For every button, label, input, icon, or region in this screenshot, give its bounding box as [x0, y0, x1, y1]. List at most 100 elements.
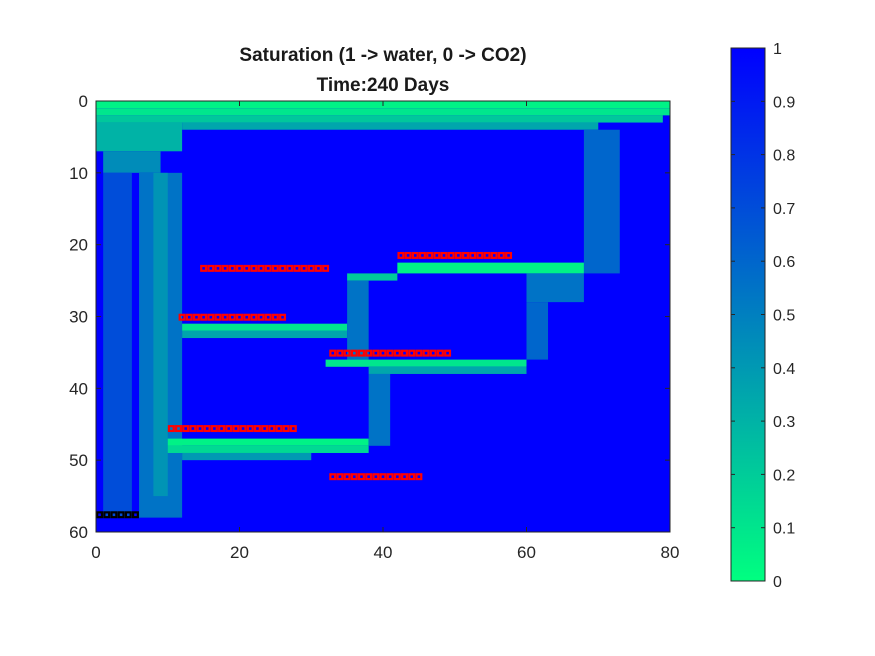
well-cell-marker — [393, 349, 401, 357]
well-cell-marker — [497, 251, 505, 259]
well-cell-marker — [236, 264, 243, 272]
well-cell-marker — [307, 264, 315, 272]
well-cell-marker — [203, 425, 211, 433]
well-cell-marker — [429, 349, 437, 357]
well-cell-marker — [436, 349, 444, 357]
well-cell-marker — [221, 264, 229, 272]
well-cell-marker — [228, 264, 236, 272]
heatmap-region-18 — [167, 438, 369, 446]
well-cell-marker — [386, 349, 394, 357]
well-cell-marker — [408, 473, 416, 481]
well-cell-marker — [411, 251, 419, 259]
well-cell-marker — [264, 313, 272, 321]
well-cell-marker — [264, 264, 272, 272]
heatmap-region-7 — [153, 172, 168, 497]
heatmap-region-22 — [103, 172, 132, 518]
well-cell-marker — [415, 349, 423, 357]
well-cell-marker — [422, 349, 430, 357]
well-cell-marker — [253, 425, 261, 433]
colorbar-tick-label: 0.5 — [773, 308, 795, 325]
well-cell-marker — [236, 313, 243, 321]
colorbar-ticks: 0 0.1 0.2 0.3 0.4 0.5 0.6 0.7 0.8 0.9 1 — [731, 41, 795, 591]
heatmap-region-21 — [368, 373, 391, 446]
heatmap-region-1 — [96, 108, 670, 116]
well-cell-marker — [343, 349, 351, 357]
well-cell-marker — [182, 425, 190, 433]
x-tick-label: 60 — [517, 543, 536, 562]
well-cell-marker — [250, 264, 258, 272]
heatmap-region-10 — [347, 273, 398, 281]
well-cell-marker — [447, 251, 455, 259]
colorbar: 0 0.1 0.2 0.3 0.4 0.5 0.6 0.7 0.8 0.9 1 — [730, 41, 795, 591]
colorbar-tick-label: 0.4 — [773, 361, 795, 378]
well-cell-marker — [192, 313, 200, 321]
heatmap-cells — [96, 101, 670, 532]
well-cell-marker — [225, 425, 233, 433]
well-cell-marker — [314, 264, 322, 272]
well-cell-marker — [357, 349, 365, 357]
y-tick-label: 0 — [79, 92, 88, 111]
well-cell-marker — [476, 251, 484, 259]
well-cell-marker — [246, 425, 254, 433]
well-cell-marker — [350, 473, 358, 481]
well-cell-marker — [243, 313, 251, 321]
well-cell-marker — [250, 313, 258, 321]
well-cell-marker — [365, 349, 373, 357]
heatmap-region-12 — [182, 323, 348, 331]
y-tick-label: 60 — [69, 523, 88, 542]
well-cell-marker — [490, 251, 498, 259]
well-cell-marker — [418, 251, 426, 259]
heatmap-region-14 — [347, 280, 369, 360]
well-cell-marker — [343, 473, 351, 481]
well-cell-marker — [271, 313, 279, 321]
well-cell-marker — [415, 473, 423, 481]
well-cell-marker — [286, 264, 294, 272]
well-cell-marker — [426, 251, 434, 259]
well-cell-marker — [110, 511, 118, 519]
heatmap-region-5 — [103, 151, 161, 173]
well-cell-marker — [379, 473, 387, 481]
well-cell-marker — [300, 264, 308, 272]
well-cell-marker — [282, 425, 290, 433]
well-cell-marker — [175, 425, 183, 433]
well-cell-marker — [200, 264, 208, 272]
well-cell-marker — [243, 264, 251, 272]
colorbar-tick-label: 1 — [773, 41, 782, 58]
well-cell-marker — [404, 251, 412, 259]
x-tick-label: 20 — [230, 543, 249, 562]
well-cell-marker — [433, 251, 441, 259]
well-markers — [96, 251, 513, 519]
y-tick-label: 40 — [69, 379, 88, 398]
well-cell-marker — [322, 264, 330, 272]
colorbar-tick-label: 0.8 — [773, 148, 795, 165]
heatmap-region-20 — [182, 452, 312, 461]
well-cell-marker — [261, 425, 269, 433]
well-cell-marker — [228, 313, 236, 321]
well-cell-marker — [372, 349, 380, 357]
well-cell-marker — [401, 349, 409, 357]
heatmap-region-16 — [368, 366, 527, 374]
well-cell-marker — [329, 349, 337, 357]
well-cell-marker — [279, 313, 287, 321]
well-cell-marker — [454, 251, 462, 259]
well-cell-marker — [178, 313, 186, 321]
heatmap-region-19 — [167, 445, 369, 453]
well-cell-marker — [185, 313, 193, 321]
well-cell-marker — [207, 313, 215, 321]
well-cell-marker — [469, 251, 477, 259]
heatmap-region-13 — [182, 330, 348, 339]
well-cell-marker — [397, 251, 405, 259]
well-cell-marker — [207, 264, 215, 272]
colorbar-tick-label: 0.9 — [773, 94, 795, 111]
colorbar-tick-label: 0.1 — [773, 521, 795, 538]
well-cell-marker — [408, 349, 416, 357]
chart-title-line-2: Time:240 Days — [317, 75, 450, 96]
well-cell-marker — [239, 425, 247, 433]
heatmap-region-15 — [325, 359, 527, 367]
well-cell-marker — [96, 511, 104, 519]
colorbar-tick-label: 0.2 — [773, 467, 795, 484]
well-cell-marker — [483, 251, 491, 259]
well-cell-marker — [372, 473, 380, 481]
heatmap-region-17 — [526, 302, 549, 360]
well-cell-marker — [462, 251, 470, 259]
